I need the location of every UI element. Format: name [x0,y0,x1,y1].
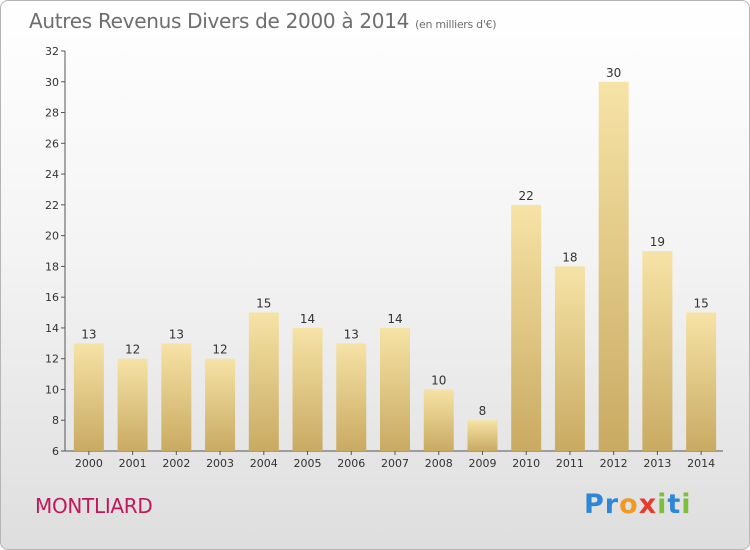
data-label-2011: 18 [562,250,577,264]
x-tick-label-2007: 2007 [381,457,409,470]
y-tick-label: 28 [45,107,59,120]
commune-name: MONTLIARD [35,494,153,518]
bar-2010 [511,204,542,451]
bar-2006 [336,343,367,451]
y-tick-label: 22 [45,199,59,212]
x-tick-label-2013: 2013 [643,457,671,470]
y-tick-label: 16 [45,291,59,304]
data-label-2000: 13 [81,327,96,341]
y-tick-label: 30 [45,76,59,89]
data-label-2008: 10 [431,373,446,387]
bar-2008 [423,389,454,451]
data-label-2004: 15 [256,297,271,311]
bar-2002 [161,343,192,451]
data-label-2012: 30 [606,66,621,80]
x-tick-label-2014: 2014 [687,457,715,470]
x-tick-label-2010: 2010 [512,457,540,470]
y-tick-label: 26 [45,137,59,150]
y-tick-label: 14 [45,322,59,335]
data-label-2014: 15 [693,297,708,311]
bar-2003 [205,358,236,451]
data-label-2002: 13 [169,327,184,341]
y-tick-label: 24 [45,168,59,181]
x-tick-label-2009: 2009 [468,457,496,470]
chart-title-text: Autres Revenus Divers de 2000 à 2014 [29,9,410,33]
y-tick-label: 6 [52,445,59,458]
x-tick-label-2005: 2005 [294,457,322,470]
bar-2007 [380,327,410,451]
bar-2001 [117,358,148,451]
x-tick-label-2006: 2006 [337,457,365,470]
chart-title: Autres Revenus Divers de 2000 à 2014 (en … [29,9,497,33]
chart-unit: (en milliers d'€) [415,18,497,31]
x-tick-label-2000: 2000 [75,457,103,470]
x-tick-label-2011: 2011 [556,457,584,470]
proxiti-logo: Proxiti [584,489,692,520]
bar-2005 [292,327,323,451]
data-label-2009: 8 [479,404,487,418]
bar-2004 [248,312,279,451]
x-tick-label-2008: 2008 [425,457,453,470]
bar-2009 [467,420,498,451]
x-tick-label-2004: 2004 [250,457,278,470]
data-label-2010: 22 [519,189,534,203]
bar-2011 [554,266,585,451]
y-tick-label: 32 [45,45,59,58]
bar-2013 [642,251,673,451]
y-tick-label: 8 [52,414,59,427]
bar-2012 [598,81,629,452]
data-label-2013: 19 [650,235,665,249]
y-tick-label: 18 [45,260,59,273]
x-tick-label-2002: 2002 [162,457,190,470]
data-label-2006: 13 [344,327,359,341]
bar-2014 [686,312,717,451]
y-tick-label: 20 [45,230,59,243]
x-tick-label-2012: 2012 [600,457,628,470]
data-label-2003: 12 [212,343,227,357]
data-label-2001: 12 [125,343,140,357]
data-label-2007: 14 [387,312,402,326]
x-tick-label-2003: 2003 [206,457,234,470]
y-tick-label: 12 [45,353,59,366]
data-label-2005: 14 [300,312,315,326]
bar-2000 [73,343,104,451]
x-tick-label-2001: 2001 [119,457,147,470]
y-tick-label: 10 [45,383,59,396]
